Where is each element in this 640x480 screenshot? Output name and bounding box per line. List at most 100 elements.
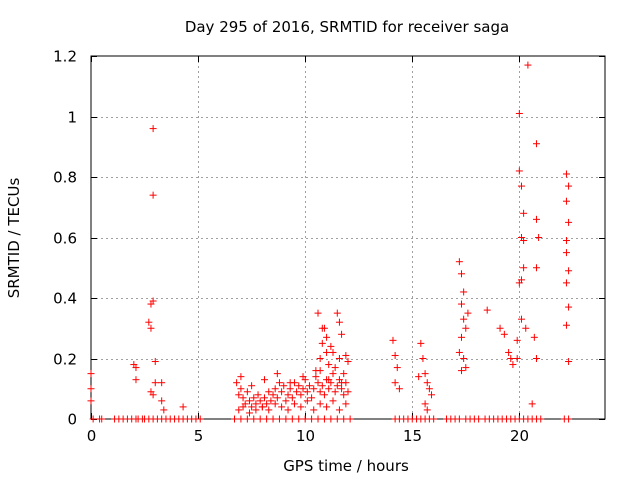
x-tick-label: 5 bbox=[194, 427, 204, 445]
data-point bbox=[458, 333, 466, 341]
data-point bbox=[318, 324, 326, 332]
data-point bbox=[250, 394, 258, 402]
data-point bbox=[158, 379, 166, 387]
data-point bbox=[237, 385, 245, 393]
data-point bbox=[513, 336, 521, 344]
data-point bbox=[267, 397, 275, 405]
x-tick-labels: 0 5 10 15 20 bbox=[87, 427, 529, 445]
data-point bbox=[318, 339, 326, 347]
data-point bbox=[335, 318, 343, 326]
data-point bbox=[562, 197, 570, 205]
data-point bbox=[314, 415, 322, 423]
data-point bbox=[335, 355, 343, 362]
data-point bbox=[500, 330, 508, 338]
data-point bbox=[258, 403, 266, 411]
data-point bbox=[458, 300, 466, 308]
data-point bbox=[243, 388, 251, 396]
data-point bbox=[565, 182, 573, 190]
data-point bbox=[297, 403, 305, 411]
data-point bbox=[505, 348, 513, 356]
data-point bbox=[295, 382, 303, 390]
x-tick-label: 10 bbox=[296, 427, 315, 445]
data-point bbox=[325, 385, 333, 393]
data-point bbox=[256, 415, 264, 423]
data-point bbox=[346, 415, 354, 423]
data-point bbox=[254, 391, 262, 399]
data-point bbox=[308, 415, 316, 423]
data-point bbox=[286, 385, 294, 393]
data-point bbox=[239, 394, 247, 402]
y-tick-label: 1.2 bbox=[53, 48, 77, 66]
data-point bbox=[340, 415, 348, 423]
data-point bbox=[316, 400, 324, 408]
data-point bbox=[428, 391, 436, 399]
x-tick-label: 15 bbox=[403, 427, 422, 445]
data-point bbox=[280, 382, 288, 390]
data-point bbox=[303, 397, 311, 405]
data-point bbox=[286, 379, 294, 387]
data-point bbox=[314, 379, 322, 387]
data-point bbox=[149, 191, 157, 199]
data-point bbox=[537, 415, 545, 423]
data-point bbox=[423, 406, 431, 414]
data-point bbox=[462, 324, 470, 332]
data-point bbox=[89, 415, 97, 423]
data-point bbox=[329, 370, 337, 378]
data-point bbox=[344, 388, 352, 396]
y-tick-labels: 0 0.2 0.4 0.6 0.8 1 1.2 bbox=[53, 48, 77, 429]
data-point bbox=[520, 209, 528, 217]
data-point bbox=[245, 397, 253, 405]
data-point bbox=[252, 406, 260, 414]
data-point bbox=[562, 279, 570, 287]
data-point bbox=[342, 400, 350, 408]
data-point bbox=[145, 318, 153, 326]
data-point bbox=[338, 379, 346, 387]
data-point bbox=[320, 415, 328, 423]
data-point bbox=[455, 258, 463, 266]
data-point bbox=[421, 400, 429, 408]
data-point bbox=[278, 388, 286, 396]
y-tick-label: 0.4 bbox=[53, 290, 77, 308]
data-point bbox=[323, 348, 331, 356]
x-tick-label: 0 bbox=[87, 427, 97, 445]
data-point bbox=[299, 385, 307, 393]
data-point bbox=[256, 397, 264, 405]
data-point bbox=[507, 355, 515, 362]
data-point bbox=[316, 355, 324, 362]
data-point bbox=[87, 397, 95, 405]
data-point bbox=[335, 406, 343, 414]
data-point bbox=[323, 333, 331, 341]
data-point bbox=[265, 388, 273, 396]
data-point bbox=[458, 270, 466, 278]
data-point bbox=[149, 297, 157, 305]
data-point bbox=[318, 382, 326, 390]
data-point bbox=[430, 415, 438, 423]
data-point bbox=[149, 391, 157, 399]
data-point bbox=[522, 324, 530, 332]
data-point bbox=[235, 406, 243, 414]
data-point bbox=[273, 370, 281, 378]
data-point bbox=[532, 140, 540, 148]
data-point bbox=[325, 376, 333, 384]
data-point bbox=[179, 403, 187, 411]
data-point bbox=[295, 415, 303, 423]
data-point bbox=[395, 385, 403, 393]
data-point bbox=[158, 397, 166, 405]
data-point bbox=[327, 415, 335, 423]
data-point bbox=[460, 315, 468, 323]
data-point bbox=[338, 385, 346, 393]
data-point bbox=[235, 391, 243, 399]
data-point bbox=[316, 367, 324, 375]
data-point bbox=[87, 370, 95, 378]
data-point bbox=[260, 394, 268, 402]
data-point bbox=[509, 361, 517, 369]
data-point bbox=[237, 373, 245, 381]
data-point bbox=[415, 373, 423, 381]
data-point bbox=[565, 303, 573, 311]
data-point bbox=[87, 385, 95, 393]
data-point bbox=[312, 373, 320, 381]
data-point bbox=[340, 370, 348, 378]
data-point bbox=[196, 415, 204, 423]
data-point bbox=[515, 109, 523, 117]
data-point bbox=[308, 394, 316, 402]
